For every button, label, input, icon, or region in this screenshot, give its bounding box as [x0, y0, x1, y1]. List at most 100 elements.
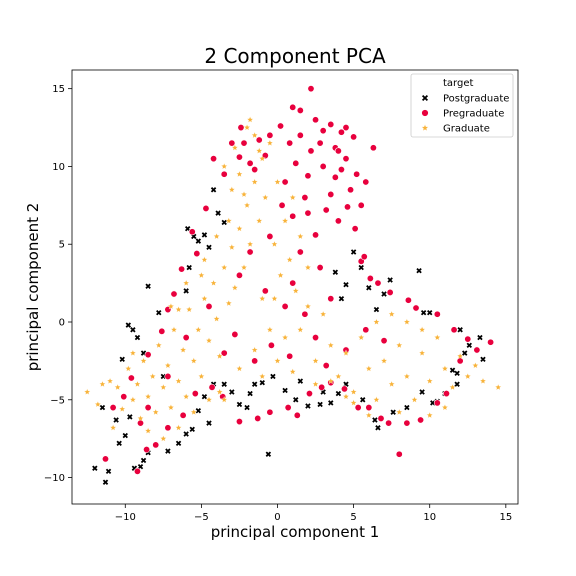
data-point-pregraduate [318, 383, 326, 391]
data-point-postgraduate [372, 417, 378, 423]
data-point-graduate [395, 341, 403, 349]
data-point-pregraduate [433, 310, 441, 318]
data-point-postgraduate [175, 440, 182, 447]
data-point-pregraduate [473, 346, 481, 354]
data-point-pregraduate [296, 106, 304, 114]
data-point-pregraduate [127, 374, 135, 382]
data-point-postgraduate [350, 249, 357, 255]
data-point-pregraduate [322, 362, 330, 370]
data-point-postgraduate [480, 356, 486, 363]
data-point-graduate [246, 240, 254, 248]
data-point-postgraduate [454, 381, 460, 387]
data-point-pregraduate [266, 232, 274, 240]
data-point-postgraduate [338, 295, 345, 302]
data-point-postgraduate [416, 267, 422, 274]
data-point-pregraduate [286, 139, 294, 147]
data-point-pregraduate [322, 206, 330, 214]
y-tick-label: −10 [44, 473, 65, 484]
data-point-pregraduate [152, 441, 160, 449]
data-point-graduate [403, 318, 411, 325]
data-point-pregraduate [307, 85, 315, 93]
data-point-graduate [129, 349, 137, 357]
data-point-pregraduate [231, 330, 239, 338]
data-point-graduate [255, 217, 263, 224]
data-point-postgraduate [282, 387, 288, 394]
data-point-postgraduate [102, 479, 109, 485]
data-point-graduate [456, 352, 464, 360]
data-point-graduate [99, 380, 106, 388]
data-point-graduate [118, 405, 126, 413]
data-point-graduate [327, 341, 335, 349]
data-point-graduate [231, 284, 239, 291]
data-point-pregraduate [312, 231, 320, 239]
data-point-graduate [236, 225, 243, 232]
data-point-graduate [418, 349, 426, 357]
data-point-postgraduate [419, 389, 425, 395]
legend-title: target [443, 78, 473, 89]
data-point-pregraduate [164, 372, 172, 380]
data-point-graduate [220, 162, 228, 170]
data-point-pregraduate [235, 153, 243, 161]
data-point-pregraduate [182, 334, 190, 342]
data-point-graduate [114, 383, 122, 391]
data-point-graduate [449, 383, 456, 391]
series-graduate [83, 116, 502, 442]
data-point-graduate [266, 139, 274, 147]
data-point-postgraduate [259, 379, 265, 386]
data-point-graduate [286, 256, 294, 263]
data-point-graduate [292, 287, 300, 294]
legend-marker-pregraduate [421, 109, 429, 117]
data-point-graduate [137, 414, 144, 422]
data-point-pregraduate [331, 173, 339, 181]
y-tick-label: −5 [50, 395, 65, 406]
data-point-graduate [266, 326, 274, 333]
data-point-postgraduate [360, 397, 366, 403]
data-point-postgraduate [335, 390, 342, 397]
data-point-graduate [403, 372, 411, 380]
data-point-pregraduate [267, 341, 275, 349]
data-point-graduate [281, 333, 289, 341]
x-axis-label: principal component 1 [211, 523, 380, 541]
data-point-graduate [236, 170, 243, 178]
data-point-graduate [159, 383, 167, 391]
data-point-pregraduate [277, 122, 285, 130]
data-point-pregraduate [237, 124, 245, 132]
data-point-postgraduate [195, 407, 202, 414]
data-point-pregraduate [170, 290, 178, 298]
data-point-postgraduate [99, 404, 106, 411]
data-point-pregraduate [442, 390, 450, 398]
data-point-graduate [365, 365, 373, 372]
data-point-postgraduate [358, 264, 364, 271]
data-point-pregraduate [385, 419, 393, 427]
data-point-graduate [334, 372, 342, 380]
data-point-graduate [296, 326, 304, 333]
data-point-postgraduate [113, 417, 119, 423]
legend-entries: Postgraduate Pregraduate Graduate [421, 94, 509, 135]
data-point-pregraduate [120, 393, 128, 401]
data-point-pregraduate [304, 172, 312, 180]
data-point-graduate [190, 357, 198, 364]
data-point-postgraduate [297, 378, 304, 384]
data-point-graduate [327, 377, 335, 385]
data-point-pregraduate [210, 155, 218, 163]
data-point-postgraduate [454, 370, 460, 377]
data-point-graduate [175, 377, 182, 385]
data-point-graduate [124, 365, 132, 372]
data-point-postgraduate [462, 350, 468, 356]
data-point-graduate [251, 346, 259, 353]
data-point-graduate [190, 408, 198, 416]
data-point-graduate [197, 372, 205, 380]
data-point-postgraduate [381, 291, 387, 297]
data-point-pregraduate [365, 404, 373, 412]
data-point-postgraduate [165, 448, 171, 454]
data-point-pregraduate [312, 334, 320, 342]
data-point-pregraduate [301, 310, 309, 318]
data-point-pregraduate [362, 326, 370, 334]
data-point-pregraduate [246, 159, 254, 167]
data-point-postgraduate [236, 401, 243, 408]
data-point-graduate [479, 377, 487, 385]
data-point-pregraduate [289, 103, 297, 111]
data-point-pregraduate [357, 201, 365, 209]
data-point-pregraduate [205, 302, 213, 310]
data-point-pregraduate [327, 120, 335, 128]
